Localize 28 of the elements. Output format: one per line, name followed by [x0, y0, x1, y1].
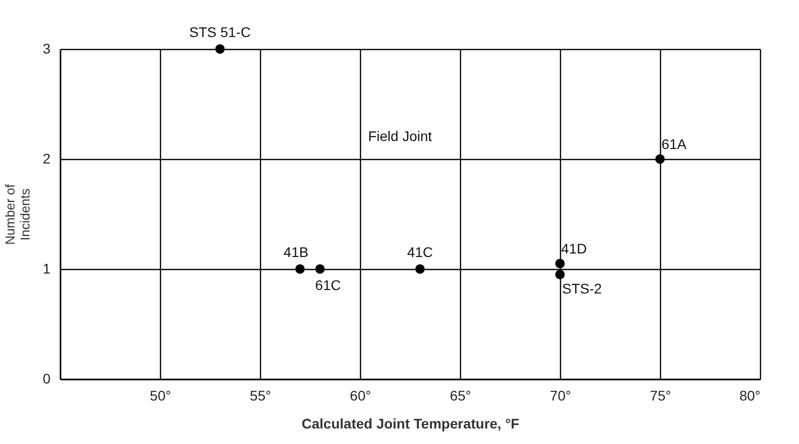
- point: [555, 270, 565, 280]
- y-tick-label: 2: [42, 150, 51, 166]
- annotation: 61A: [662, 136, 688, 152]
- x-tick-label: 65°: [450, 388, 472, 404]
- annotation: 41B: [284, 244, 308, 260]
- point: [415, 264, 425, 274]
- x-tick-label: 80°: [739, 388, 760, 404]
- annotation: 41C: [407, 244, 433, 260]
- point: [555, 258, 565, 268]
- y-tick-label: 3: [42, 40, 51, 56]
- x-tick-label: 55°: [250, 388, 272, 404]
- x-tick-label: 75°: [650, 388, 672, 404]
- annotation: 41D: [561, 240, 587, 256]
- x-axis-title: Calculated Joint Temperature, °F: [302, 416, 520, 432]
- y-axis-title: Number of Incidents: [2, 184, 33, 245]
- point: [655, 154, 665, 164]
- point: [315, 264, 325, 274]
- annotation: 61C: [315, 277, 341, 293]
- annotation: Field Joint: [368, 128, 432, 144]
- annotation: STS-2: [562, 280, 602, 296]
- y-tick-label: 0: [42, 370, 51, 386]
- point: [295, 264, 305, 274]
- x-tick-label: 60°: [350, 388, 372, 404]
- annotation: STS 51-C: [189, 24, 251, 40]
- point: [215, 44, 225, 54]
- x-tick-label: 50°: [150, 388, 172, 404]
- y-tick-label: 1: [42, 260, 51, 276]
- x-tick-label: 70°: [550, 388, 572, 404]
